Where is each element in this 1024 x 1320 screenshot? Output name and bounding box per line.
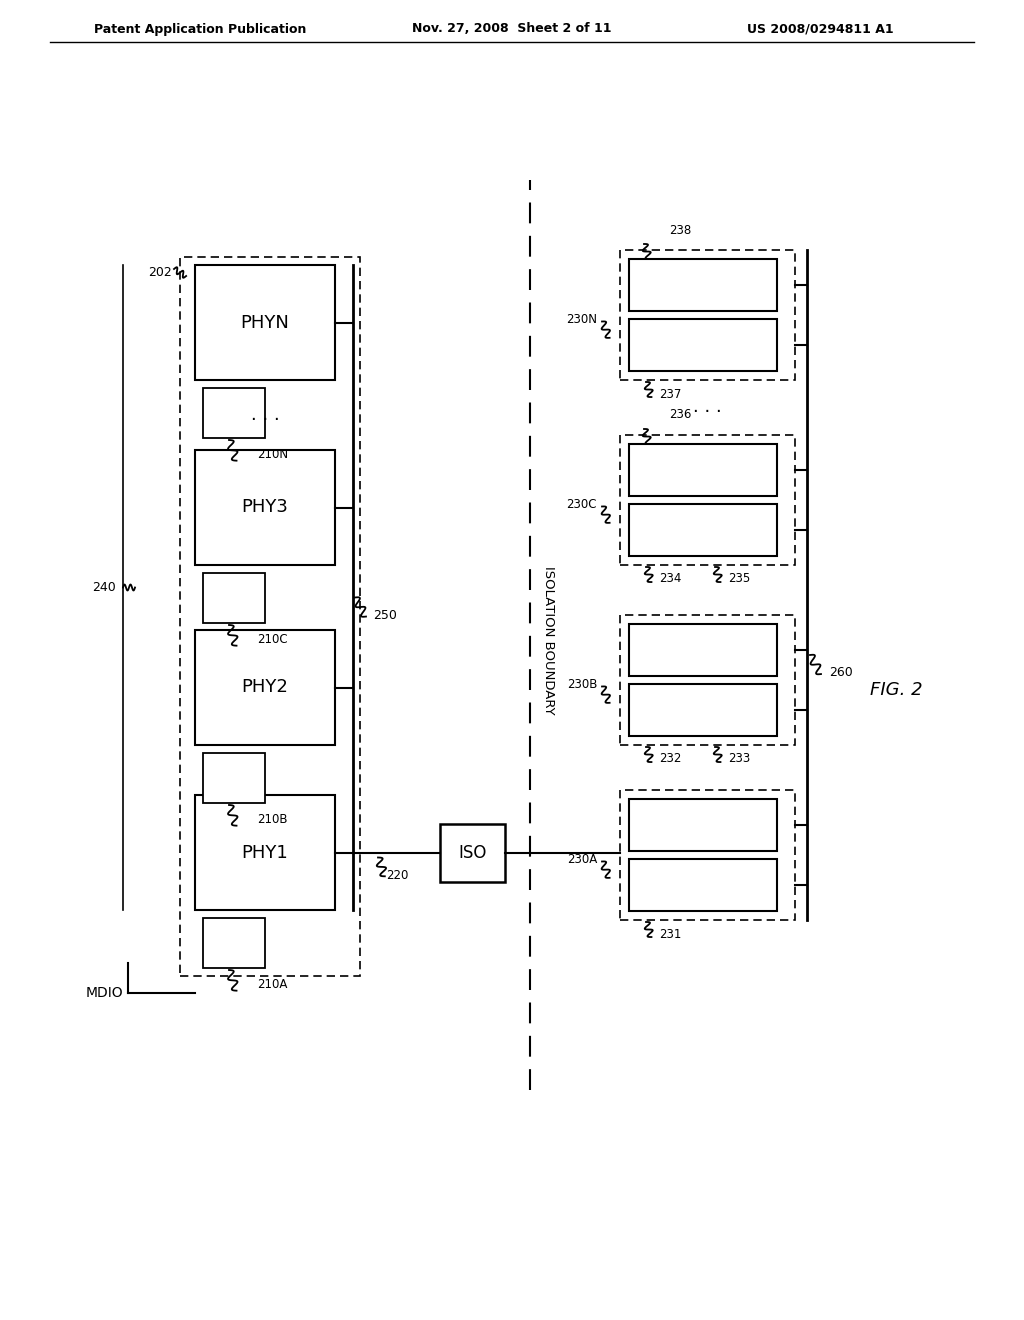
Bar xyxy=(195,630,335,744)
Text: PHY3: PHY3 xyxy=(242,499,289,516)
Bar xyxy=(629,624,777,676)
Text: 230N: 230N xyxy=(566,313,597,326)
Bar xyxy=(203,388,265,438)
Bar xyxy=(203,752,265,803)
Text: 260: 260 xyxy=(829,667,853,680)
Text: 234: 234 xyxy=(659,573,681,586)
Text: 230B: 230B xyxy=(566,678,597,690)
Text: 210B: 210B xyxy=(257,813,288,826)
Bar xyxy=(620,615,795,744)
Text: 250: 250 xyxy=(373,609,397,622)
Text: 210A: 210A xyxy=(257,978,288,991)
Text: PHYN: PHYN xyxy=(241,314,290,331)
Text: MDIO: MDIO xyxy=(85,986,123,1001)
Text: 230A: 230A xyxy=(566,853,597,866)
Bar xyxy=(629,799,777,851)
Bar xyxy=(195,795,335,909)
Text: 237: 237 xyxy=(659,388,681,400)
Bar xyxy=(203,573,265,623)
Text: 238: 238 xyxy=(669,223,691,236)
Bar xyxy=(629,504,777,556)
Text: 230C: 230C xyxy=(566,498,597,511)
Text: . . .: . . . xyxy=(251,407,280,424)
Bar xyxy=(180,257,360,975)
Text: 232: 232 xyxy=(659,752,681,766)
Text: ISOLATION BOUNDARY: ISOLATION BOUNDARY xyxy=(542,566,555,714)
Bar xyxy=(629,859,777,911)
Bar xyxy=(203,917,265,968)
Text: 231: 231 xyxy=(659,928,681,940)
Text: FIG. 2: FIG. 2 xyxy=(870,681,923,700)
Bar xyxy=(629,684,777,737)
Text: 236: 236 xyxy=(669,408,691,421)
Text: 220: 220 xyxy=(386,869,409,882)
Text: 240: 240 xyxy=(92,581,116,594)
Text: 202: 202 xyxy=(148,265,172,279)
Bar xyxy=(195,450,335,565)
Bar xyxy=(620,436,795,565)
Text: 235: 235 xyxy=(728,573,751,586)
Bar xyxy=(620,789,795,920)
Bar xyxy=(629,444,777,496)
Bar xyxy=(629,319,777,371)
Text: Patent Application Publication: Patent Application Publication xyxy=(94,22,306,36)
Bar xyxy=(195,265,335,380)
Text: ISO: ISO xyxy=(459,843,486,862)
Bar xyxy=(440,824,505,882)
Text: 210C: 210C xyxy=(257,634,288,645)
Text: 233: 233 xyxy=(728,752,751,766)
Bar xyxy=(629,259,777,312)
Text: Nov. 27, 2008  Sheet 2 of 11: Nov. 27, 2008 Sheet 2 of 11 xyxy=(413,22,611,36)
Text: PHY1: PHY1 xyxy=(242,843,289,862)
Text: 210N: 210N xyxy=(257,447,288,461)
Bar xyxy=(620,249,795,380)
Text: PHY2: PHY2 xyxy=(242,678,289,697)
Text: US 2008/0294811 A1: US 2008/0294811 A1 xyxy=(746,22,893,36)
Text: . . .: . . . xyxy=(693,399,722,417)
